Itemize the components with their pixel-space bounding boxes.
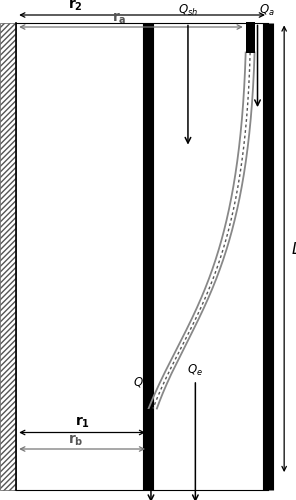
Text: $\mathbf{r_a}$: $\mathbf{r_a}$	[112, 10, 126, 26]
Text: $\mathbf{r_1}$: $\mathbf{r_1}$	[75, 415, 90, 430]
Text: $\mathbf{r_2}$: $\mathbf{r_2}$	[67, 0, 83, 13]
Text: $Q_s$: $Q_s$	[133, 376, 148, 391]
Bar	[246, 22, 255, 52]
Bar	[144, 408, 152, 446]
Text: $Q_{sh}$: $Q_{sh}$	[178, 4, 198, 18]
Text: $L$: $L$	[291, 241, 296, 257]
Bar	[0, 22, 16, 490]
Text: $\mathbf{r_b}$: $\mathbf{r_b}$	[68, 432, 84, 448]
Text: $Q_a$: $Q_a$	[259, 4, 275, 18]
Text: $Q_e$: $Q_e$	[187, 362, 203, 378]
